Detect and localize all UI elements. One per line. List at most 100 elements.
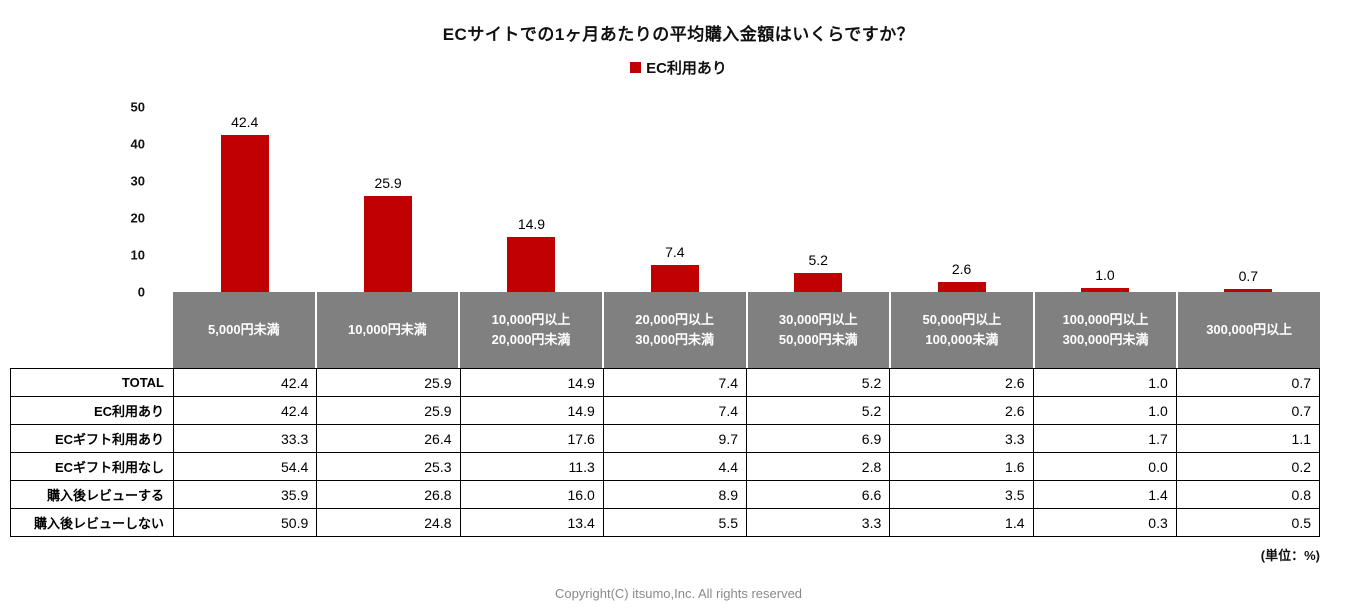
bar-value-label: 0.7 <box>1238 268 1259 285</box>
table-cell: 7.4 <box>602 396 748 425</box>
table-cell: 9.7 <box>602 424 748 453</box>
table-cell: 13.4 <box>459 508 604 537</box>
category-header-cell: 100,000円以上 300,000円未満 <box>1034 292 1177 368</box>
table-cell: 5.2 <box>745 396 891 425</box>
table-cell: 7.4 <box>602 368 748 397</box>
table-cell: 1.6 <box>889 452 1034 481</box>
table-cell: 1.0 <box>1032 368 1177 397</box>
table-cell: 14.9 <box>459 396 604 425</box>
bar <box>507 236 556 292</box>
bar <box>1080 288 1129 292</box>
legend-swatch-icon <box>630 62 642 73</box>
table-row: 購入後レビューしない 50.9 24.8 13.4 5.5 3.3 1.4 0.3 0.5 <box>10 508 1321 537</box>
bar-slot: 25.9 <box>316 107 459 292</box>
bar-value-label: 14.9 <box>517 215 546 232</box>
data-table: TOTAL 42.4 25.9 14.9 7.4 5.2 2.6 1.0 0.7 EC利用あり 42… <box>10 368 1321 537</box>
y-axis-tick-label: 30 <box>130 173 145 189</box>
table-cell: 54.4 <box>172 452 318 481</box>
bar-slot: 0.7 <box>1177 107 1320 292</box>
row-label: EC利用あり <box>10 396 174 425</box>
bar <box>650 264 699 292</box>
category-header-cell: 50,000円以上 100,000未満 <box>891 292 1033 368</box>
category-header-row: 5,000円未満 10,000円未満 10,000円以上 20,000円未満 20,0… <box>173 292 1320 368</box>
bar <box>364 196 413 292</box>
bar <box>937 282 986 292</box>
bar-chart-plot: 42.4 25.9 14.9 7.4 5.2 2.6 1.0 0.7 <box>173 107 1320 292</box>
y-axis-tick-label: 40 <box>130 136 145 152</box>
category-header-cell: 5,000円未満 <box>173 292 315 368</box>
bar-value-label: 7.4 <box>665 243 685 260</box>
category-header-cell: 10,000円未満 <box>316 292 459 368</box>
table-cell: 0.8 <box>1175 480 1321 509</box>
category-header-cell: 20,000円以上 30,000円未満 <box>603 292 746 368</box>
table-cell: 0.2 <box>1175 452 1321 481</box>
table-cell: 3.3 <box>889 424 1034 453</box>
table-cell: 4.4 <box>602 452 748 481</box>
bar-slot: 1.0 <box>1033 107 1176 292</box>
table-cell: 3.3 <box>745 508 891 537</box>
table-cell: 11.3 <box>459 452 604 481</box>
table-cell: 0.5 <box>1175 508 1321 537</box>
table-cell: 6.9 <box>745 424 891 453</box>
table-cell: 16.0 <box>459 480 604 509</box>
bar <box>220 135 269 292</box>
legend-label: EC利用あり <box>646 60 727 77</box>
bar <box>794 272 843 292</box>
table-cell: 0.0 <box>1032 452 1177 481</box>
category-header-cell: 300,000円以上 <box>1178 292 1320 368</box>
table-cell: 25.9 <box>316 368 461 397</box>
table-cell: 17.6 <box>459 424 604 453</box>
table-cell: 33.3 <box>172 424 318 453</box>
bar-value-label: 2.6 <box>951 261 972 278</box>
data-table-body: TOTAL 42.4 25.9 14.9 7.4 5.2 2.6 1.0 0.7 EC利用あり 42… <box>10 368 1321 537</box>
bar-value-label: 5.2 <box>808 251 828 268</box>
table-cell: 35.9 <box>172 480 318 509</box>
category-header-cell: 10,000円以上 20,000円未満 <box>460 292 602 368</box>
bar-slot: 42.4 <box>173 107 316 292</box>
table-row: ECギフト利用なし 54.4 25.3 11.3 4.4 2.8 1.6 0.0 0.2 <box>10 452 1321 481</box>
table-cell: 2.6 <box>889 396 1034 425</box>
unit-note: (単位：%) <box>1260 548 1320 563</box>
chart-title: ECサイトでの1ヶ月あたりの平均購入金額はいくらですか？ <box>442 25 915 44</box>
bar-slot: 14.9 <box>460 107 603 292</box>
table-cell: 1.0 <box>1032 396 1177 425</box>
bar-slot: 7.4 <box>603 107 746 292</box>
y-axis-tick-label: 10 <box>130 247 145 263</box>
table-cell: 25.9 <box>316 396 461 425</box>
bar-slot: 5.2 <box>747 107 890 292</box>
bar-value-label: 1.0 <box>1095 267 1115 284</box>
table-cell: 26.8 <box>316 480 461 509</box>
row-label: 購入後レビューする <box>10 480 174 509</box>
table-cell: 0.7 <box>1175 396 1321 425</box>
y-axis-tick-label: 20 <box>130 210 145 226</box>
table-cell: 42.4 <box>172 396 318 425</box>
table-cell: 24.8 <box>316 508 461 537</box>
table-cell: 1.7 <box>1032 424 1177 453</box>
category-header-cell: 30,000円以上 50,000円未満 <box>747 292 890 368</box>
copyright: Copyright(C) itsumo,Inc. All rights rese… <box>554 586 803 601</box>
table-cell: 1.4 <box>889 508 1034 537</box>
table-cell: 14.9 <box>459 368 604 397</box>
table-row: 購入後レビューする 35.9 26.8 16.0 8.9 6.6 3.5 1.4 0.8 <box>10 480 1321 509</box>
table-cell: 25.3 <box>316 452 461 481</box>
row-label: TOTAL <box>10 368 174 397</box>
row-label: 購入後レビューしない <box>10 508 174 537</box>
table-cell: 6.6 <box>745 480 891 509</box>
row-label: ECギフト利用なし <box>10 452 174 481</box>
y-axis: 0 10 20 30 40 50 <box>0 100 163 300</box>
table-cell: 50.9 <box>172 508 318 537</box>
table-cell: 26.4 <box>316 424 461 453</box>
bar-value-label: 42.4 <box>231 114 259 131</box>
table-cell: 8.9 <box>602 480 748 509</box>
table-row: EC利用あり 42.4 25.9 14.9 7.4 5.2 2.6 1.0 0.7 <box>10 396 1321 425</box>
table-row: ECギフト利用あり 33.3 26.4 17.6 9.7 6.9 3.3 1.7 1.1 <box>10 424 1321 453</box>
row-label: ECギフト利用あり <box>10 424 174 453</box>
table-cell: 2.6 <box>889 368 1034 397</box>
bar-value-label: 25.9 <box>374 175 402 192</box>
table-cell: 1.1 <box>1175 424 1321 453</box>
table-row: TOTAL 42.4 25.9 14.9 7.4 5.2 2.6 1.0 0.7 <box>10 368 1321 397</box>
table-cell: 5.5 <box>602 508 748 537</box>
bar-slot: 2.6 <box>890 107 1033 292</box>
table-cell: 1.4 <box>1032 480 1177 509</box>
